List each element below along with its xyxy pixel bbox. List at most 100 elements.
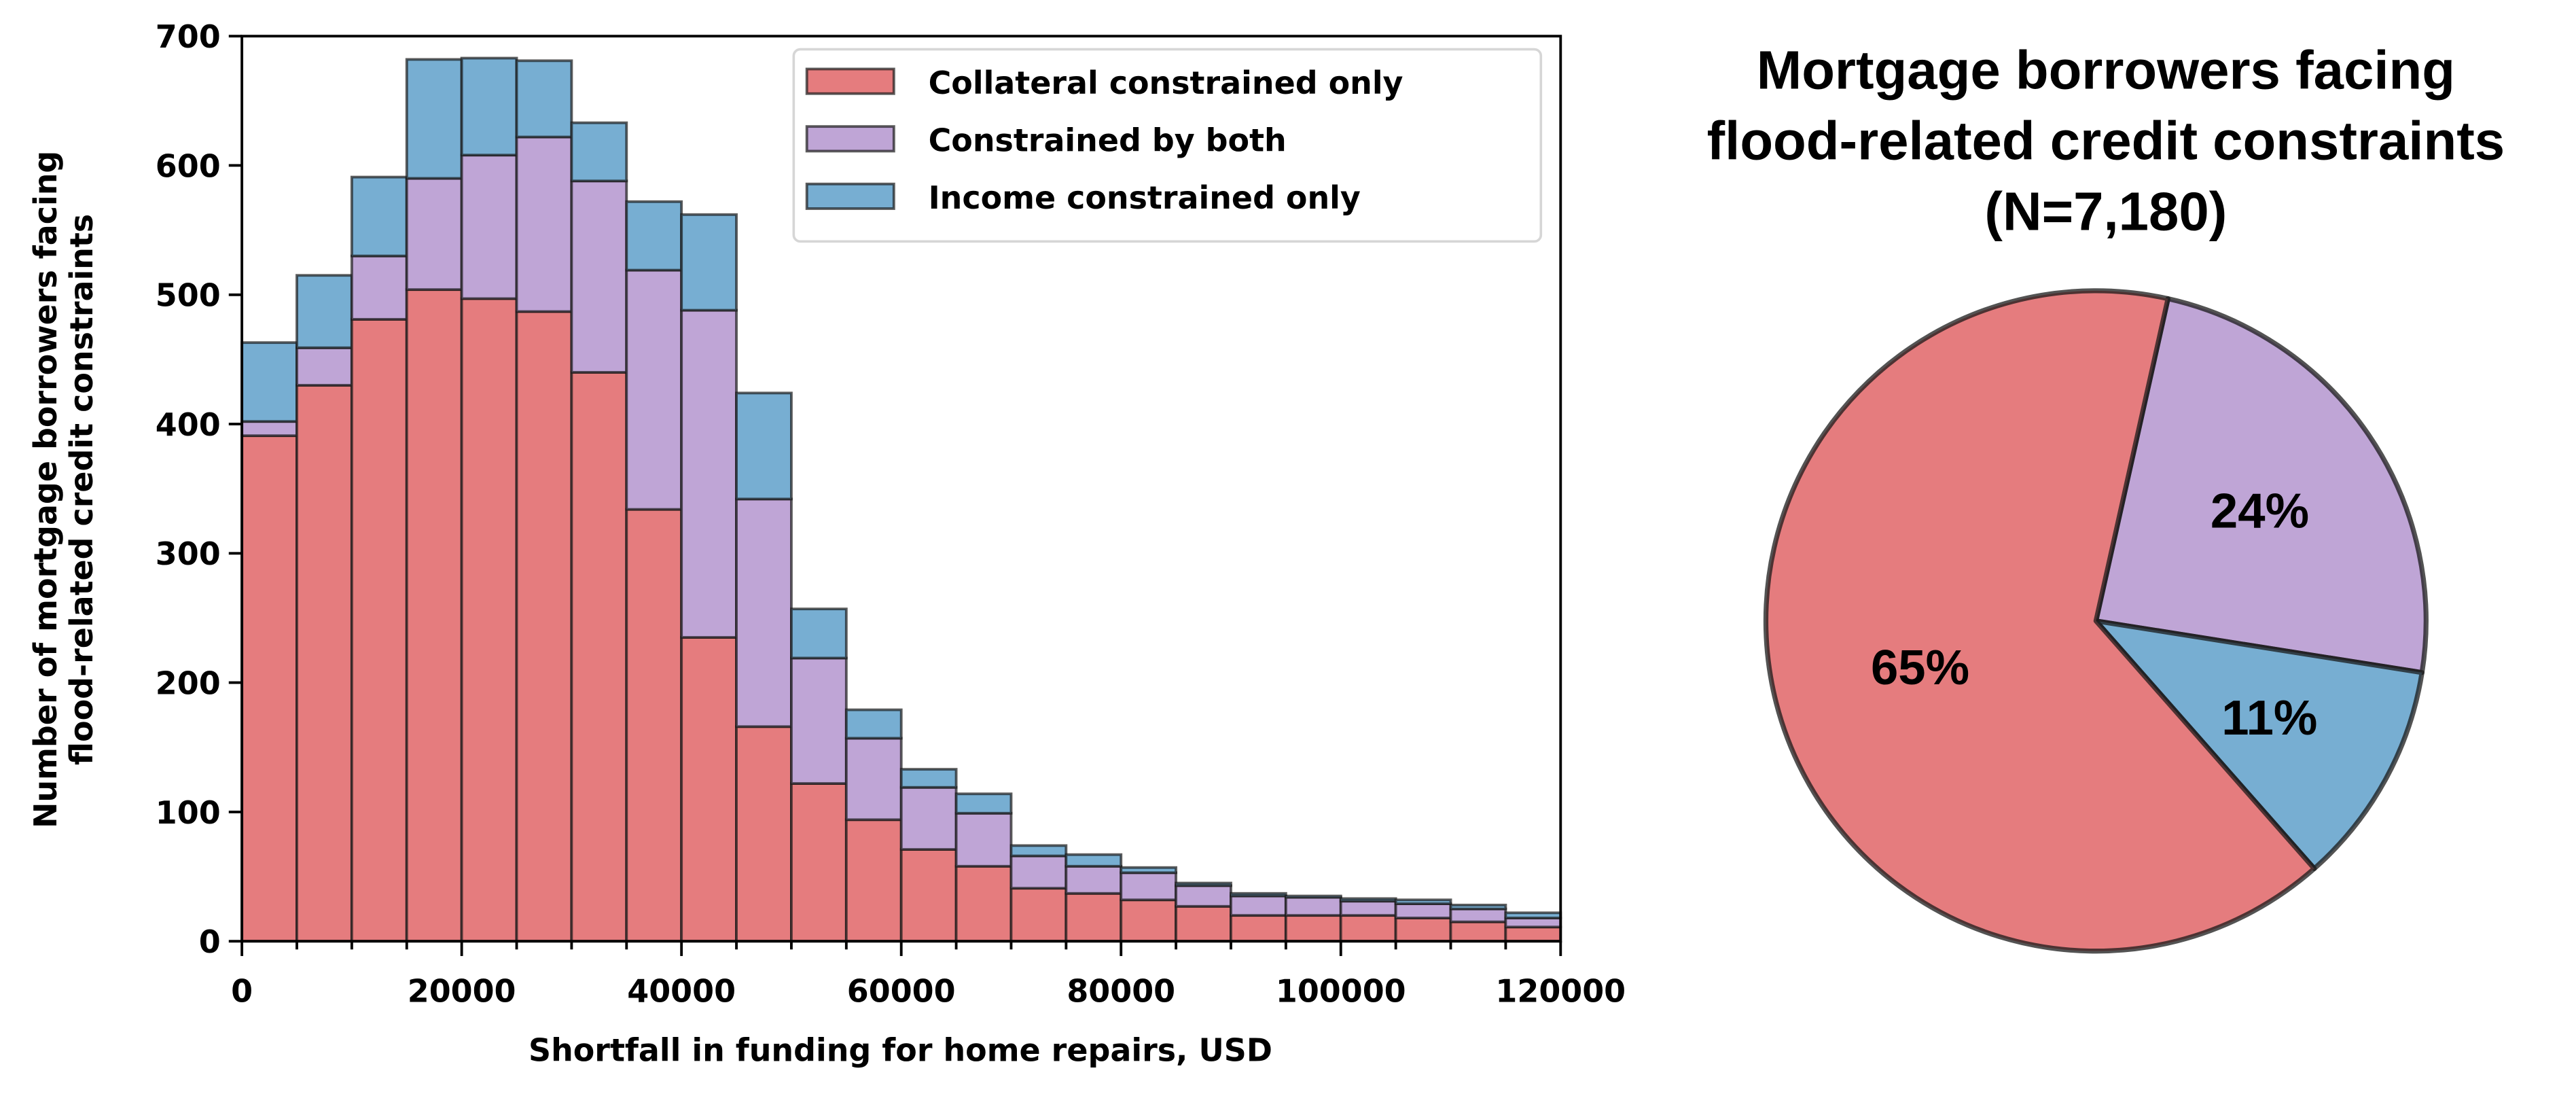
bar-income-constrained-only [515, 59, 573, 139]
bar-constrained-by-both [1009, 854, 1068, 890]
bar-collateral-constrained-only [844, 818, 903, 943]
bar-collateral-constrained-only [1230, 914, 1287, 943]
bar-constrained-by-both [296, 346, 353, 387]
bar-constrained-by-both [1065, 864, 1123, 895]
pie-slice-income-constrained-only [2093, 618, 2425, 871]
pie-slice-constrained-by-both [2093, 296, 2429, 675]
bar-income-constrained-only [735, 391, 793, 501]
bar-collateral-constrained-only [625, 508, 683, 943]
bar-collateral-constrained-only [405, 288, 463, 943]
y-tick-label: 300 [156, 535, 221, 572]
bar-collateral-constrained-only [515, 310, 573, 943]
bar-income-constrained-only [625, 200, 683, 272]
bar-collateral-constrained-only [570, 370, 628, 943]
y-tick-label: 400 [156, 406, 221, 443]
y-tick-label: 500 [156, 277, 221, 314]
bar-income-constrained-only [1504, 911, 1562, 919]
legend-label: Collateral constrained only [929, 65, 1403, 101]
bar-constrained-by-both [1449, 907, 1507, 923]
bar-income-constrained-only [1449, 903, 1507, 911]
x-tick-label: 40000 [627, 973, 736, 1010]
pie-slice-label: 24% [2211, 484, 2309, 539]
bar-income-constrained-only [570, 121, 628, 183]
bar-collateral-constrained-only [1449, 920, 1507, 943]
bar-collateral-constrained-only [735, 725, 793, 943]
bar-collateral-constrained-only [789, 782, 848, 943]
bar-income-constrained-only [789, 607, 848, 660]
bar-collateral-constrained-only [680, 636, 738, 943]
bar-collateral-constrained-only [296, 384, 353, 943]
bar-constrained-by-both [1230, 894, 1287, 917]
x-axis-label: Shortfall in funding for home repairs, U… [529, 1032, 1272, 1069]
bar-income-constrained-only [1230, 892, 1287, 898]
bar-constrained-by-both [735, 497, 793, 728]
legend-label: Income constrained only [929, 179, 1361, 216]
x-axis: 0 20000 40000 60000 80000 100000 120000 [231, 941, 1626, 1010]
bar-income-constrained-only [1339, 897, 1397, 903]
bar-income-constrained-only [1284, 894, 1342, 899]
bar-constrained-by-both [1394, 902, 1452, 919]
y-axis-label: Number of mortgage borrowers facing floo… [27, 151, 100, 828]
bar-collateral-constrained-only [460, 297, 518, 943]
y-tick-label: 600 [156, 147, 221, 184]
bar-income-constrained-only [1120, 866, 1178, 875]
pie-title-line-1: Mortgage borrowers facing [1757, 40, 2455, 101]
y-axis-label-line-2: flood-related credit constraints [63, 214, 100, 765]
legend-frame [792, 48, 1543, 243]
y-axis: 0 100 200 300 400 500 600 700 [156, 18, 243, 960]
legend-label: Constrained by both [929, 122, 1287, 158]
y-tick-label: 100 [156, 794, 221, 831]
bar-constrained-by-both [405, 177, 463, 292]
bar-income-constrained-only [680, 213, 738, 312]
pie-chart: 24% 11% 65% [1763, 288, 2429, 954]
bar-income-constrained-only [460, 56, 518, 157]
bar-constrained-by-both [570, 179, 628, 374]
bar-income-constrained-only [1394, 898, 1452, 905]
legend-swatch [805, 182, 895, 210]
pie-slice-label: 11% [2221, 690, 2317, 745]
x-tick-label: 80000 [1067, 973, 1175, 1010]
bar-constrained-by-both [844, 737, 903, 822]
bar-constrained-by-both [625, 268, 683, 511]
bar-constrained-by-both [515, 135, 573, 313]
y-tick-label: 0 [199, 923, 221, 960]
bar-income-constrained-only [296, 274, 353, 349]
bar-constrained-by-both [789, 656, 848, 785]
bar-constrained-by-both [1339, 900, 1397, 917]
pie-title-line-2: flood-related credit constraints [1707, 110, 2505, 171]
bar-collateral-constrained-only [1284, 914, 1342, 943]
bar-collateral-constrained-only [240, 434, 298, 943]
bar-constrained-by-both [1284, 896, 1342, 917]
legend: Collateral constrained only Constrained b… [792, 48, 1543, 243]
pie-title-line-3: (N=7,180) [1984, 181, 2227, 241]
bar-income-constrained-only [240, 341, 298, 423]
bar-constrained-by-both [954, 811, 1013, 868]
bar-constrained-by-both [460, 154, 518, 300]
bar-constrained-by-both [1175, 884, 1232, 908]
x-tick-label: 100000 [1276, 973, 1406, 1010]
pie-slice-label: 65% [1871, 640, 1969, 695]
y-tick-label: 700 [156, 18, 221, 55]
legend-swatch [805, 125, 895, 153]
bar-income-constrained-only [1065, 853, 1123, 868]
x-tick-label: 0 [231, 973, 253, 1010]
bar-income-constrained-only [954, 792, 1013, 815]
bar-constrained-by-both [1504, 916, 1562, 929]
legend-swatch [805, 67, 895, 95]
bar-constrained-by-both [899, 786, 958, 851]
bar-collateral-constrained-only [350, 317, 408, 943]
bar-income-constrained-only [1009, 844, 1068, 858]
bar-collateral-constrained-only [1394, 916, 1452, 943]
x-tick-label: 120000 [1495, 973, 1626, 1010]
y-tick-label: 200 [156, 665, 221, 702]
bar-constrained-by-both [350, 254, 408, 321]
bar-collateral-constrained-only [1504, 925, 1562, 943]
bar-collateral-constrained-only [1175, 904, 1232, 943]
bar-constrained-by-both [1120, 871, 1178, 902]
bar-income-constrained-only [1175, 881, 1232, 887]
bar-collateral-constrained-only [1120, 898, 1178, 943]
histogram-bars [240, 56, 1562, 943]
bar-collateral-constrained-only [1009, 887, 1068, 943]
bar-income-constrained-only [844, 708, 903, 740]
